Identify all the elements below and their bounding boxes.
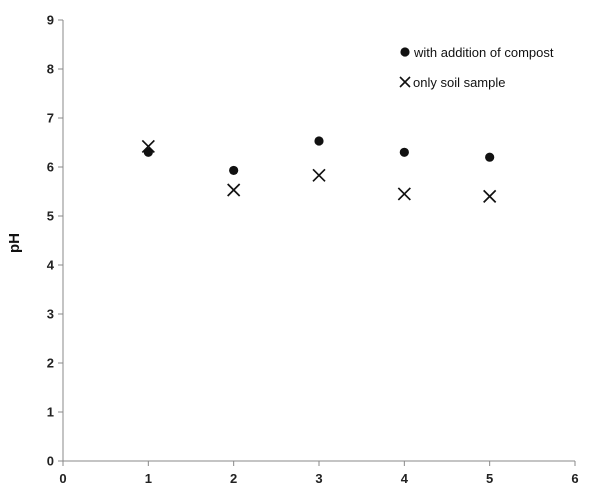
legend-marker-x xyxy=(399,76,411,88)
data-point-circle xyxy=(485,152,495,162)
y-axis-label: pH xyxy=(6,233,23,253)
x-tick-label: 0 xyxy=(59,471,66,486)
y-tick-label: 7 xyxy=(47,111,54,126)
y-tick-label: 2 xyxy=(47,356,54,371)
y-tick-label: 4 xyxy=(47,258,55,273)
y-tick-label: 0 xyxy=(47,454,54,469)
y-tick-label: 6 xyxy=(47,160,54,175)
data-points xyxy=(141,136,497,204)
y-tick-label: 1 xyxy=(47,405,54,420)
axes xyxy=(58,19,576,466)
y-tick-label: 5 xyxy=(47,209,54,224)
legend-label-compost: with addition of compost xyxy=(413,45,554,60)
y-tick-label: 8 xyxy=(47,62,54,77)
data-point-circle xyxy=(229,165,239,176)
legend-item-compost: with addition of compost xyxy=(400,45,554,60)
data-point-circle xyxy=(399,147,409,157)
x-tick-label: 3 xyxy=(315,471,322,486)
x-tick-label: 2 xyxy=(230,471,237,486)
data-point-x xyxy=(227,183,241,197)
y-tick-label: 9 xyxy=(47,13,54,28)
data-point-x xyxy=(397,187,411,201)
legend: with addition of compost only soil sampl… xyxy=(399,45,554,90)
data-point-x xyxy=(141,139,155,154)
x-tick-label: 6 xyxy=(571,471,578,486)
legend-label-soil: only soil sample xyxy=(413,75,506,90)
x-tick-label: 4 xyxy=(401,471,409,486)
data-point-circle xyxy=(143,147,153,157)
legend-marker-circle xyxy=(400,47,410,57)
data-point-circle xyxy=(314,136,324,146)
y-tick-label: 3 xyxy=(47,307,54,322)
x-tick-label: 5 xyxy=(486,471,493,486)
data-point-x xyxy=(312,168,326,182)
series-soil xyxy=(141,139,497,204)
legend-item-soil: only soil sample xyxy=(399,75,506,90)
data-point-x xyxy=(483,189,497,204)
tick-labels: 0 1 2 3 4 5 6 7 8 9 0 1 2 3 4 5 6 xyxy=(47,13,579,487)
series-compost xyxy=(143,136,495,176)
x-tick-label: 1 xyxy=(145,471,152,486)
